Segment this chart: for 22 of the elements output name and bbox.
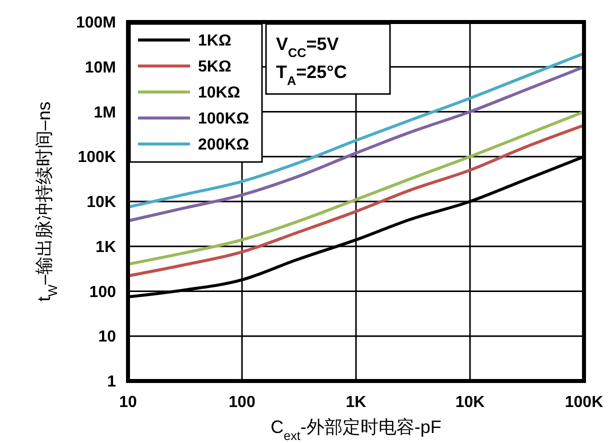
y-tick-label: 10M [84, 59, 116, 76]
legend-label: 5KΩ [198, 58, 232, 76]
y-tick-label: 1K [96, 238, 116, 256]
y-tick-label: 1M [94, 104, 116, 122]
y-tick-label: 100 [89, 284, 116, 301]
legend-label: 100KΩ [198, 110, 250, 128]
y-tick-label: 1 [107, 374, 116, 391]
annotation: T$_{A}$=25°C [276, 62, 347, 88]
legend-label: 200KΩ [198, 136, 250, 154]
annotation: V$_{CC}$=5V [276, 34, 339, 60]
y-tick-label: 100M [76, 14, 116, 32]
y-tick-label: 10K [86, 194, 116, 212]
x-tick-label: 100 [228, 394, 256, 411]
x-axis-title: C$_{ext}$-外部定时电容-pF [270, 417, 442, 443]
legend-label: 1KΩ [198, 32, 232, 50]
y-tick-label: 10 [98, 328, 116, 346]
x-tick-label: 10 [119, 394, 137, 411]
x-tick-label: 1K [346, 394, 367, 411]
x-tick-label: 10K [455, 394, 486, 411]
x-tick-label: 100K [564, 394, 604, 411]
y-tick-label: 100K [78, 149, 116, 166]
legend-label: 10KΩ [198, 84, 240, 102]
